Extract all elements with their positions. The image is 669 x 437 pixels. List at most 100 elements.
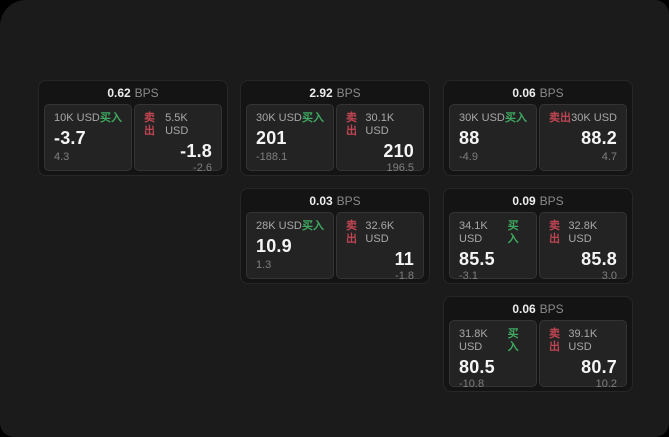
buy-size: 34.1K USD	[459, 220, 488, 245]
buy-side-label: 买入	[302, 220, 324, 232]
buy-price: 201	[256, 128, 287, 148]
sell-panel-top: 卖出 30K USD	[549, 112, 617, 125]
sell-change: -2.6	[193, 162, 212, 174]
buy-side-label: 买入	[507, 328, 519, 353]
buy-price: -3.7	[54, 128, 86, 148]
bps-value: 0.03	[309, 193, 333, 208]
sell-panel[interactable]: 卖出 39.1K USD 80.7 10.2	[539, 320, 627, 390]
sell-change: 4.7	[601, 151, 617, 163]
quote-body: 28K USD 买入 10.9 1.3 卖出 32.6K USD 11 -1.8	[241, 212, 429, 282]
bps-header: 0.03 BPS	[241, 189, 429, 212]
sell-change: 196.5	[386, 162, 414, 174]
sell-panel[interactable]: 卖出 32.6K USD 11 -1.8	[336, 212, 424, 282]
sell-change: -1.8	[395, 270, 414, 282]
buy-panel[interactable]: 28K USD 买入 10.9 1.3	[246, 212, 334, 279]
buy-size: 28K USD	[256, 220, 302, 232]
sell-price: 210	[383, 141, 414, 161]
buy-panel[interactable]: 34.1K USD 买入 85.5 -3.1	[449, 212, 537, 282]
sell-size: 30K USD	[571, 112, 617, 124]
bps-header: 0.62 BPS	[39, 81, 227, 104]
bps-value: 0.06	[512, 301, 536, 316]
buy-price: 10.9	[256, 236, 292, 256]
buy-panel-top: 30K USD 买入	[459, 112, 527, 125]
buy-panel[interactable]: 31.8K USD 买入 80.5 -10.8	[449, 320, 537, 390]
sell-side-label: 卖出	[346, 220, 357, 245]
buy-panel[interactable]: 10K USD 买入 -3.7 4.3	[44, 104, 132, 171]
buy-side-label: 买入	[507, 220, 519, 245]
sell-size: 5.5K USD	[165, 112, 189, 137]
quote-card-2: 2.92 BPS 30K USD 买入 201 -188.1 卖出 30.1K …	[240, 80, 430, 176]
quote-card-6: 0.06 BPS 31.8K USD 买入 80.5 -10.8 卖出 39.1…	[443, 296, 633, 392]
buy-panel[interactable]: 30K USD 买入 201 -188.1	[246, 104, 334, 171]
buy-change: 1.3	[256, 259, 272, 271]
quote-card-3: 0.06 BPS 30K USD 买入 88 -4.9 卖出 30K USD 8…	[443, 80, 633, 176]
sell-panel[interactable]: 卖出 30.1K USD 210 196.5	[336, 104, 424, 174]
bps-header: 0.09 BPS	[444, 189, 632, 212]
quote-card-5: 0.09 BPS 34.1K USD 买入 85.5 -3.1 卖出 32.8K…	[443, 188, 633, 284]
buy-panel-top: 30K USD 买入	[256, 112, 324, 125]
quote-card-4: 0.03 BPS 28K USD 买入 10.9 1.3 卖出 32.6K US…	[240, 188, 430, 284]
buy-price: 80.5	[459, 357, 495, 377]
sell-price: 80.7	[581, 357, 617, 377]
buy-size: 10K USD	[54, 112, 100, 124]
quote-body: 30K USD 买入 88 -4.9 卖出 30K USD 88.2 4.7	[444, 104, 632, 171]
buy-change: -188.1	[256, 151, 288, 163]
buy-size: 30K USD	[459, 112, 505, 124]
bps-label: BPS	[336, 193, 361, 208]
sell-change: 3.0	[601, 270, 617, 282]
buy-panel-top: 28K USD 买入	[256, 220, 324, 233]
sell-side-label: 卖出	[346, 112, 357, 137]
bps-label: BPS	[539, 301, 564, 316]
buy-panel-top: 10K USD 买入	[54, 112, 122, 125]
bps-value: 0.62	[107, 85, 131, 100]
sell-panel-top: 卖出 32.6K USD	[346, 220, 414, 246]
buy-panel-top: 34.1K USD 买入	[459, 220, 527, 246]
bps-label: BPS	[134, 85, 159, 100]
buy-panel-top: 31.8K USD 买入	[459, 328, 527, 354]
sell-size: 39.1K USD	[568, 328, 598, 353]
sell-side-label: 卖出	[549, 328, 560, 353]
buy-panel[interactable]: 30K USD 买入 88 -4.9	[449, 104, 537, 171]
sell-panel[interactable]: 卖出 5.5K USD -1.8 -2.6	[134, 104, 222, 174]
quote-body: 30K USD 买入 201 -188.1 卖出 30.1K USD 210 1…	[241, 104, 429, 174]
buy-size: 30K USD	[256, 112, 302, 124]
sell-panel[interactable]: 卖出 30K USD 88.2 4.7	[539, 104, 627, 171]
buy-change: -4.9	[459, 151, 478, 163]
buy-change: 4.3	[54, 151, 70, 163]
bps-value: 0.09	[512, 193, 536, 208]
buy-change: -10.8	[459, 378, 485, 390]
bps-label: BPS	[539, 193, 564, 208]
bps-label: BPS	[539, 85, 564, 100]
quote-body: 31.8K USD 买入 80.5 -10.8 卖出 39.1K USD 80.…	[444, 320, 632, 390]
sell-price: 88.2	[581, 128, 617, 148]
sell-size: 32.6K USD	[365, 220, 395, 245]
buy-price: 85.5	[459, 249, 495, 269]
bps-header: 2.92 BPS	[241, 81, 429, 104]
sell-panel-top: 卖出 5.5K USD	[144, 112, 212, 138]
quote-card-1: 0.62 BPS 10K USD 买入 -3.7 4.3 卖出 5.5K USD…	[38, 80, 228, 176]
sell-size: 32.8K USD	[568, 220, 598, 245]
buy-change: -3.1	[459, 270, 478, 282]
sell-side-label: 卖出	[144, 112, 155, 137]
sell-side-label: 卖出	[549, 112, 571, 124]
buy-size: 31.8K USD	[459, 328, 488, 353]
sell-price: 85.8	[581, 249, 617, 269]
sell-panel-top: 卖出 39.1K USD	[549, 328, 617, 354]
sell-change: 10.2	[595, 378, 617, 390]
buy-side-label: 买入	[100, 112, 122, 124]
bps-header: 0.06 BPS	[444, 81, 632, 104]
buy-side-label: 买入	[505, 112, 527, 124]
sell-panel-top: 卖出 30.1K USD	[346, 112, 414, 138]
sell-panel[interactable]: 卖出 32.8K USD 85.8 3.0	[539, 212, 627, 282]
bps-header: 0.06 BPS	[444, 297, 632, 320]
bps-value: 0.06	[512, 85, 536, 100]
bps-value: 2.92	[309, 85, 333, 100]
sell-size: 30.1K USD	[365, 112, 395, 137]
sell-price: 11	[394, 249, 414, 269]
buy-side-label: 买入	[302, 112, 324, 124]
bps-label: BPS	[336, 85, 361, 100]
quote-body: 34.1K USD 买入 85.5 -3.1 卖出 32.8K USD 85.8…	[444, 212, 632, 282]
buy-price: 88	[459, 128, 480, 148]
quote-body: 10K USD 买入 -3.7 4.3 卖出 5.5K USD -1.8 -2.…	[39, 104, 227, 174]
